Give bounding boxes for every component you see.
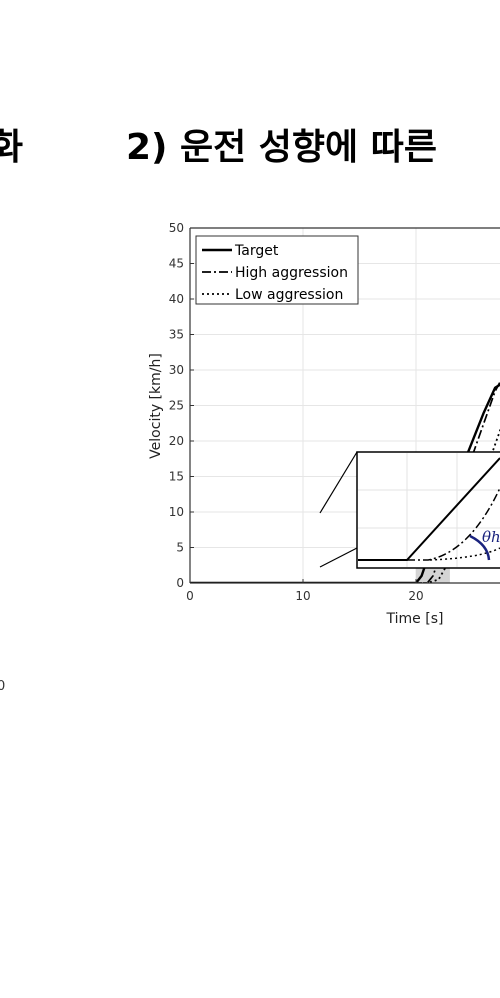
y-tick-label: 5 xyxy=(176,541,184,555)
x-tick-label: 20 xyxy=(408,589,423,603)
legend-label-0: Target xyxy=(234,243,279,259)
y-tick-label: 20 xyxy=(169,434,184,448)
legend-box xyxy=(195,235,359,305)
section-heading-left: 화 xyxy=(0,127,24,168)
legend: Target High aggression Low aggression xyxy=(195,235,359,305)
axes-layer xyxy=(189,227,500,584)
section-heading-right: 2) 운전 성향에 따른 xyxy=(126,127,437,168)
series-line-0 xyxy=(190,383,500,583)
x-axis-label: Time [s] xyxy=(386,611,444,627)
y-tick-label: 30 xyxy=(169,363,184,377)
zoom-inset: θh xyxy=(319,451,500,569)
inset-angle-arc xyxy=(469,534,491,561)
y-tick-label: 25 xyxy=(169,399,184,413)
tick-labels: 0510152025303540455001020304050 xyxy=(169,221,424,603)
inset-connector-top xyxy=(319,451,358,514)
y-tick-label: 15 xyxy=(169,470,184,484)
y-tick-label: 40 xyxy=(169,292,184,306)
y-tick-label: 0 xyxy=(176,576,184,590)
x-tick-label: 10 xyxy=(295,589,310,603)
y-tick-label: 10 xyxy=(169,505,184,519)
x-tick-label: 0 xyxy=(186,589,194,603)
stray-axis-text: 0 xyxy=(0,679,6,694)
legend-label-2: Low aggression xyxy=(235,287,343,303)
inset-connector-bottom xyxy=(319,547,358,568)
inset-gridlines xyxy=(358,453,500,567)
y-tick-label: 50 xyxy=(169,221,184,235)
legend-label-1: High aggression xyxy=(235,265,348,281)
inset-low-line xyxy=(429,547,500,561)
y-tick-label: 45 xyxy=(169,257,184,271)
series-layer xyxy=(190,380,500,583)
inset-box xyxy=(356,451,500,569)
inset-angle-label: θh xyxy=(482,528,500,546)
y-axis-label: Velocity [km/h] xyxy=(148,353,164,459)
y-tick-label: 35 xyxy=(169,328,184,342)
